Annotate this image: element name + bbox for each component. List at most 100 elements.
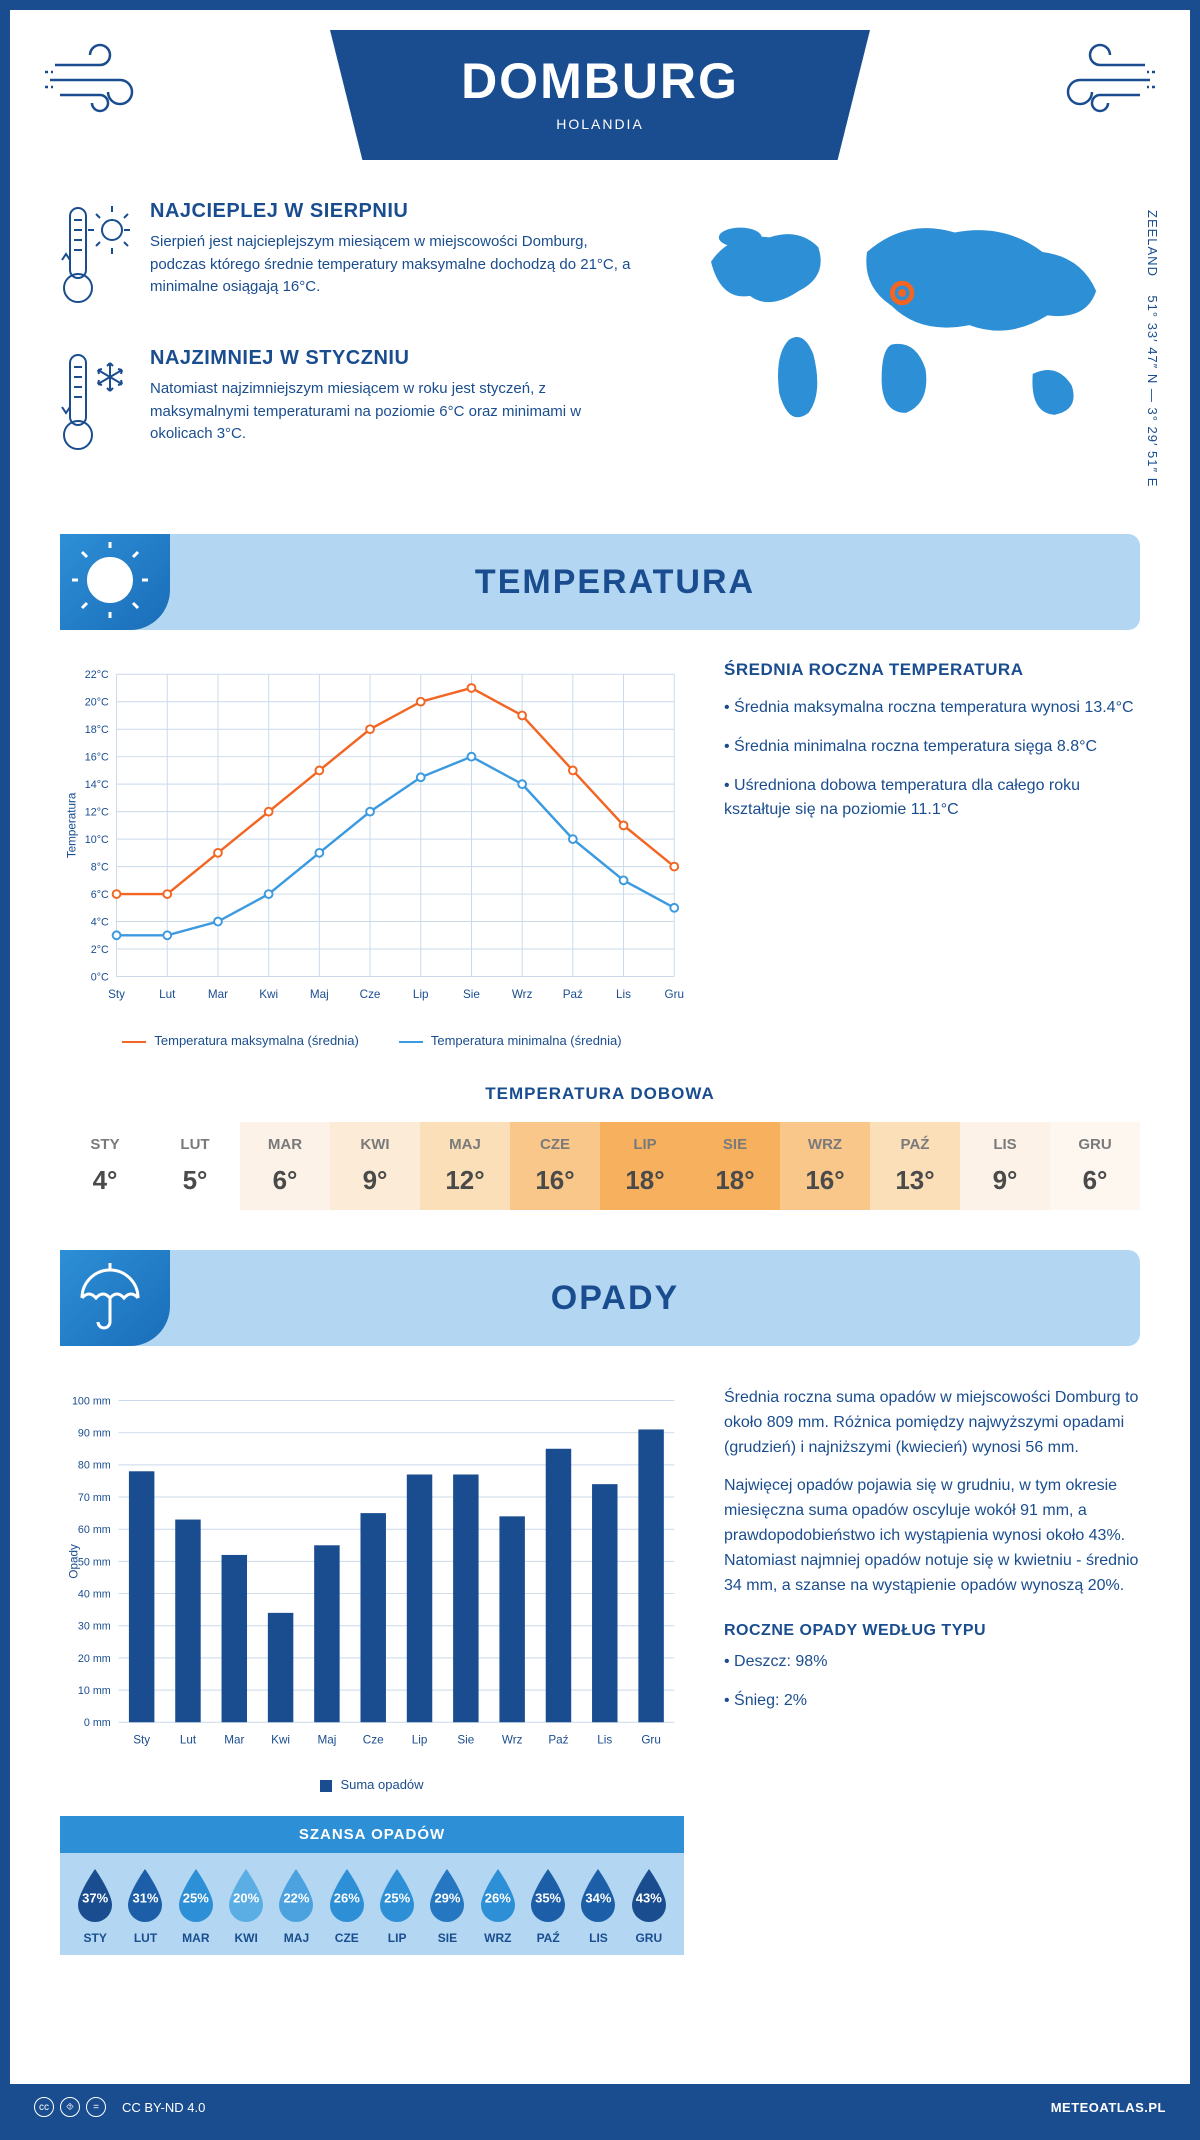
daily-temp-title: TEMPERATURA DOBOWA bbox=[10, 1084, 1190, 1104]
title-banner: DOMBURG HOLANDIA bbox=[330, 30, 870, 160]
svg-text:Cze: Cze bbox=[360, 988, 381, 1001]
chance-item: 35% PAŹ bbox=[523, 1867, 573, 1945]
section-temperature: TEMPERATURA bbox=[60, 534, 1140, 630]
svg-text:Lip: Lip bbox=[413, 988, 429, 1001]
chance-item: 34% LIS bbox=[573, 1867, 623, 1945]
svg-text:30 mm: 30 mm bbox=[78, 1621, 111, 1633]
svg-text:Opady: Opady bbox=[68, 1544, 81, 1579]
umbrella-icon bbox=[60, 1250, 170, 1346]
svg-text:Sty: Sty bbox=[133, 1734, 150, 1747]
chance-item: 26% CZE bbox=[322, 1867, 372, 1945]
country-name: HOLANDIA bbox=[330, 116, 870, 132]
wind-icon bbox=[1035, 40, 1155, 125]
chance-item: 22% MAJ bbox=[271, 1867, 321, 1945]
svg-text:Lut: Lut bbox=[159, 988, 176, 1001]
daily-cell: LIP18° bbox=[600, 1122, 690, 1210]
svg-text:20°C: 20°C bbox=[85, 697, 109, 709]
svg-text:100 mm: 100 mm bbox=[72, 1395, 111, 1407]
daily-cell: KWI9° bbox=[330, 1122, 420, 1210]
daily-cell: GRU6° bbox=[1050, 1122, 1140, 1210]
raindrop-icon: 25% bbox=[173, 1867, 219, 1925]
raindrop-icon: 43% bbox=[626, 1867, 672, 1925]
cc-icon: cc bbox=[34, 2097, 54, 2117]
chance-item: 25% MAR bbox=[171, 1867, 221, 1945]
wind-icon bbox=[45, 40, 165, 125]
svg-text:Lut: Lut bbox=[180, 1734, 197, 1747]
license-label: CC BY-ND 4.0 bbox=[122, 2100, 205, 2115]
raindrop-icon: 35% bbox=[525, 1867, 571, 1925]
svg-text:Temperatura: Temperatura bbox=[66, 792, 79, 858]
svg-text:Lis: Lis bbox=[616, 988, 631, 1001]
daily-cell: PAŹ13° bbox=[870, 1122, 960, 1210]
svg-text:4°C: 4°C bbox=[91, 916, 109, 928]
svg-text:60 mm: 60 mm bbox=[78, 1524, 111, 1536]
bar-legend: Suma opadów bbox=[60, 1777, 684, 1792]
thermometer-snow-icon bbox=[60, 347, 130, 462]
warm-text: Sierpień jest najcieplejszym miesiącem w… bbox=[150, 231, 632, 299]
section-title: OPADY bbox=[170, 1279, 1140, 1318]
svg-text:10 mm: 10 mm bbox=[78, 1685, 111, 1697]
daily-cell: MAJ12° bbox=[420, 1122, 510, 1210]
temp-summary-title: ŚREDNIA ROCZNA TEMPERATURA bbox=[724, 660, 1140, 680]
svg-text:90 mm: 90 mm bbox=[78, 1428, 111, 1440]
daily-cell: WRZ16° bbox=[780, 1122, 870, 1210]
raindrop-icon: 20% bbox=[223, 1867, 269, 1925]
raindrop-icon: 37% bbox=[72, 1867, 118, 1925]
svg-text:Gru: Gru bbox=[665, 988, 684, 1001]
svg-text:Wrz: Wrz bbox=[512, 988, 533, 1001]
svg-text:Sie: Sie bbox=[463, 988, 480, 1001]
daily-cell: SIE18° bbox=[690, 1122, 780, 1210]
chance-item: 26% WRZ bbox=[473, 1867, 523, 1945]
legend-min: Temperatura minimalna (średnia) bbox=[399, 1033, 622, 1048]
svg-text:6°C: 6°C bbox=[91, 889, 109, 901]
svg-text:Lis: Lis bbox=[597, 1734, 612, 1747]
header: DOMBURG HOLANDIA bbox=[10, 10, 1190, 170]
sun-icon bbox=[60, 534, 170, 630]
chance-title: SZANSA OPADÓW bbox=[60, 1816, 684, 1853]
svg-text:8°C: 8°C bbox=[91, 861, 109, 873]
world-map-icon bbox=[672, 200, 1140, 460]
warm-title: NAJCIEPLEJ W SIERPNIU bbox=[150, 200, 632, 223]
raindrop-icon: 26% bbox=[324, 1867, 370, 1925]
svg-text:70 mm: 70 mm bbox=[78, 1492, 111, 1504]
chance-item: 43% GRU bbox=[624, 1867, 674, 1945]
raindrop-icon: 22% bbox=[273, 1867, 319, 1925]
svg-text:12°C: 12°C bbox=[85, 807, 109, 819]
map-panel: ZEELAND 51° 33′ 47″ N — 3° 29′ 51″ E bbox=[672, 200, 1140, 494]
region-label: ZEELAND bbox=[1145, 210, 1160, 277]
daily-cell: MAR6° bbox=[240, 1122, 330, 1210]
svg-text:0°C: 0°C bbox=[91, 971, 109, 983]
svg-text:10°C: 10°C bbox=[85, 834, 109, 846]
svg-text:80 mm: 80 mm bbox=[78, 1460, 111, 1472]
nd-icon: = bbox=[86, 2097, 106, 2117]
svg-text:Kwi: Kwi bbox=[271, 1734, 290, 1747]
svg-text:Sie: Sie bbox=[457, 1734, 474, 1747]
chance-item: 25% LIP bbox=[372, 1867, 422, 1945]
chance-item: 31% LUT bbox=[120, 1867, 170, 1945]
by-icon: ⯑ bbox=[60, 2097, 80, 2117]
svg-text:Paź: Paź bbox=[563, 988, 583, 1001]
raindrop-icon: 25% bbox=[374, 1867, 420, 1925]
chance-item: 29% SIE bbox=[422, 1867, 472, 1945]
svg-text:Maj: Maj bbox=[310, 988, 329, 1001]
svg-text:Sty: Sty bbox=[108, 988, 125, 1001]
city-name: DOMBURG bbox=[330, 52, 870, 110]
chance-item: 20% KWI bbox=[221, 1867, 271, 1945]
section-precipitation: OPADY bbox=[60, 1250, 1140, 1346]
legend-max: Temperatura maksymalna (średnia) bbox=[122, 1033, 358, 1048]
precipitation-chart: 0 mm10 mm20 mm30 mm40 mm50 mm60 mm70 mm8… bbox=[60, 1386, 684, 1955]
svg-text:0 mm: 0 mm bbox=[84, 1717, 111, 1729]
coldest-block: NAJZIMNIEJ W STYCZNIU Natomiast najzimni… bbox=[60, 347, 632, 462]
svg-text:14°C: 14°C bbox=[85, 779, 109, 791]
raindrop-icon: 31% bbox=[122, 1867, 168, 1925]
svg-text:Mar: Mar bbox=[208, 988, 228, 1001]
svg-text:Paź: Paź bbox=[548, 1734, 568, 1747]
svg-text:16°C: 16°C bbox=[85, 752, 109, 764]
precip-summary: Średnia roczna suma opadów w miejscowośc… bbox=[724, 1386, 1140, 1955]
chance-item: 37% STY bbox=[70, 1867, 120, 1945]
svg-text:22°C: 22°C bbox=[85, 669, 109, 681]
raindrop-icon: 29% bbox=[424, 1867, 470, 1925]
cold-text: Natomiast najzimniejszym miesiącem w rok… bbox=[150, 378, 632, 446]
svg-text:40 mm: 40 mm bbox=[78, 1588, 111, 1600]
precip-type-title: ROCZNE OPADY WEDŁUG TYPU bbox=[724, 1622, 1140, 1640]
